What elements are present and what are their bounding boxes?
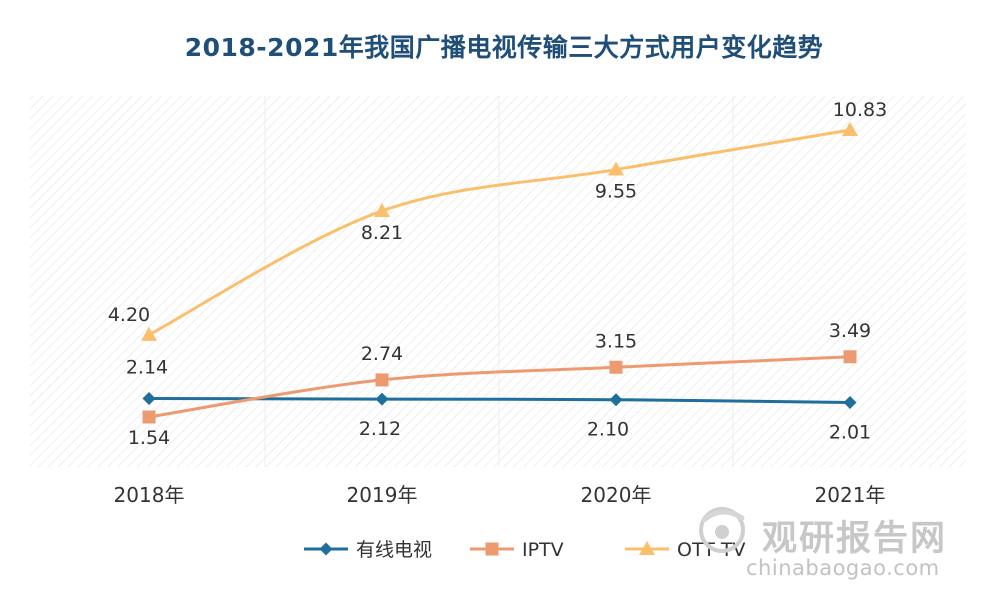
data-point-0-2	[609, 393, 623, 407]
series-line-2	[147, 128, 852, 337]
data-point-0-3	[843, 395, 857, 409]
series-line-1	[147, 355, 852, 419]
data-label-2-0: 4.20	[108, 304, 150, 326]
data-label-1-3: 3.49	[829, 320, 871, 342]
data-point-0-0	[142, 391, 156, 405]
legend-marker-2	[639, 541, 655, 555]
chart-title: 2018-2021年我国广播电视传输三大方式用户变化趋势	[184, 33, 824, 62]
data-label-2-3: 10.83	[833, 99, 887, 121]
data-label-1-2: 3.15	[595, 330, 637, 352]
legend-marker-0	[319, 542, 333, 556]
data-label-0-3: 2.01	[829, 421, 871, 443]
data-point-2-1	[374, 202, 390, 217]
data-point-2-2	[608, 161, 624, 176]
data-label-0-2: 2.10	[587, 419, 629, 441]
data-point-1-0	[142, 410, 156, 424]
data-point-0-1	[375, 392, 389, 406]
watermark-logo-icon	[699, 507, 745, 553]
data-label-2-1: 8.21	[361, 222, 403, 244]
data-label-0-0: 2.14	[126, 356, 168, 378]
plot-area-background	[30, 96, 966, 467]
data-label-2-2: 9.55	[595, 181, 637, 203]
data-point-1-1	[375, 373, 389, 387]
data-label-1-1: 2.74	[361, 343, 403, 365]
x-tick-label: 2021年	[815, 483, 886, 507]
x-tick-label: 2019年	[347, 483, 418, 507]
data-label-0-1: 2.12	[359, 418, 401, 440]
data-label-1-0: 1.54	[128, 427, 170, 449]
legend-marker-1	[485, 542, 499, 556]
legend-label-0: 有线电视	[356, 539, 432, 561]
x-tick-label: 2018年	[114, 483, 185, 507]
x-tick-label: 2020年	[581, 483, 652, 507]
data-point-2-3	[842, 122, 858, 136]
watermark-url: chinabaogao.com	[746, 556, 940, 580]
data-point-1-2	[609, 360, 623, 374]
legend-label-1: IPTV	[522, 539, 564, 561]
data-point-2-0	[141, 326, 157, 341]
watermark-text: 观研报告网	[762, 519, 948, 559]
data-point-1-3	[843, 350, 857, 364]
